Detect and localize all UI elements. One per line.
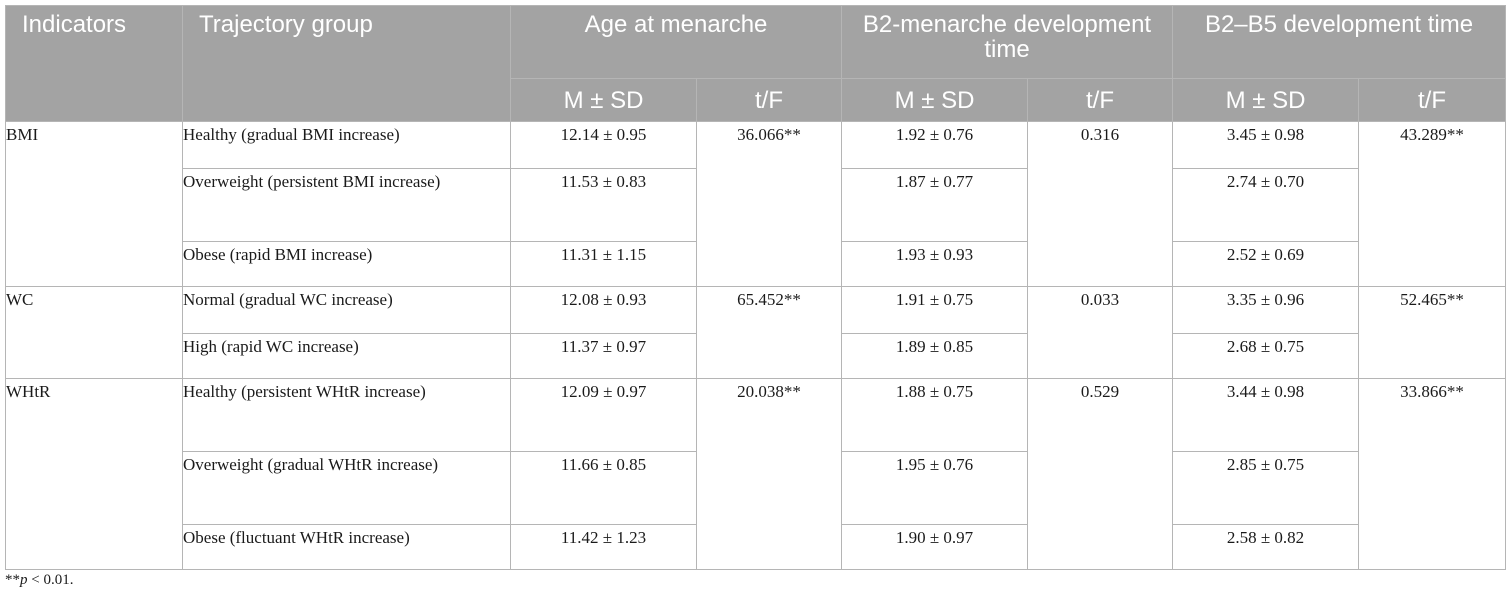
group-cell: Normal (gradual WC increase) [182,286,511,334]
tf-b2b5-value: 43.289** [1358,121,1507,287]
group-cell: High (rapid WC increase) [182,333,511,379]
group-cell: Overweight (gradual WHtR increase) [182,451,511,525]
tf-age-value: 65.452** [696,286,842,379]
table-row: Overweight (gradual WHtR increase) 11.66… [6,451,1506,525]
subheader-mean-sd: M ± SD [841,78,1028,122]
age-value: 11.37 ± 0.97 [510,333,697,379]
b2m-value: 1.92 ± 0.76 [841,121,1028,169]
tf-b2m-value: 0.529 [1026,378,1174,570]
b2m-value: 1.88 ± 0.75 [841,378,1028,452]
b2b5-value: 2.58 ± 0.82 [1172,524,1360,570]
tf-b2b5-value: 52.465** [1358,286,1507,379]
group-cell: Healthy (persistent WHtR increase) [182,378,511,452]
tf-b2m-value: 0.316 [1026,121,1174,287]
table-footnote: **p < 0.01. [5,572,73,589]
b2m-value: 1.87 ± 0.77 [841,168,1028,242]
age-value: 11.31 ± 1.15 [510,241,697,287]
header-indicators: Indicators [5,5,183,122]
b2m-value: 1.90 ± 0.97 [841,524,1028,570]
table-row: Obese (fluctuant WHtR increase) 11.42 ± … [6,524,1506,570]
b2b5-value: 3.35 ± 0.96 [1172,286,1360,334]
subheader-tf: t/F [1358,78,1507,122]
b2b5-value: 3.45 ± 0.98 [1172,121,1360,169]
header-b2-b5: B2–B5 development time [1172,5,1507,79]
b2m-value: 1.91 ± 0.75 [841,286,1028,334]
age-value: 11.66 ± 0.85 [510,451,697,525]
footnote-marker: ** [5,572,20,588]
header-age-at-menarche: Age at menarche [510,5,842,79]
b2b5-value: 2.74 ± 0.70 [1172,168,1360,242]
tf-age-value: 36.066** [696,121,842,287]
age-value: 12.14 ± 0.95 [510,121,697,169]
b2b5-value: 2.68 ± 0.75 [1172,333,1360,379]
b2m-value: 1.89 ± 0.85 [841,333,1028,379]
age-value: 12.09 ± 0.97 [510,378,697,452]
b2m-value: 1.93 ± 0.93 [841,241,1028,287]
subheader-mean-sd: M ± SD [510,78,697,122]
b2b5-value: 2.52 ± 0.69 [1172,241,1360,287]
table-row: WHtR Healthy (persistent WHtR increase) … [5,378,1507,570]
group-cell: Obese (fluctuant WHtR increase) [182,524,511,570]
indicator-cell: WC [5,286,183,379]
results-table: Indicators Trajectory group Age at menar… [5,5,1507,570]
subheader-mean-sd: M ± SD [1172,78,1360,122]
group-cell: Overweight (persistent BMI increase) [182,168,511,242]
group-cell: Obese (rapid BMI increase) [182,241,511,287]
footnote-text: < 0.01. [27,572,74,588]
header-trajectory-group: Trajectory group [182,5,511,122]
footnote-p: p [20,572,28,588]
group-cell: Healthy (gradual BMI increase) [182,121,511,169]
subheader-tf: t/F [696,78,842,122]
b2m-value: 1.95 ± 0.76 [841,451,1028,525]
indicator-cell: WHtR [5,378,183,570]
b2b5-value: 2.85 ± 0.75 [1172,451,1360,525]
table-row: High (rapid WC increase) 11.37 ± 0.97 1.… [6,333,1506,379]
subheader-tf: t/F [1026,78,1174,122]
table-row: BMI Healthy (gradual BMI increase) 12.14… [5,121,1507,287]
tf-b2b5-value: 33.866** [1358,378,1507,570]
tf-b2m-value: 0.033 [1026,286,1174,379]
age-value: 11.42 ± 1.23 [510,524,697,570]
table-row: Obese (rapid BMI increase) 11.31 ± 1.15 … [6,241,1506,287]
indicator-cell: BMI [5,121,183,287]
tf-age-value: 20.038** [696,378,842,570]
header-b2-menarche: B2-menarche development time [840,5,1174,79]
table-row: Overweight (persistent BMI increase) 11.… [6,168,1506,242]
table-row: WC Normal (gradual WC increase) 12.08 ± … [5,286,1507,379]
age-value: 11.53 ± 0.83 [510,168,697,242]
b2b5-value: 3.44 ± 0.98 [1172,378,1360,452]
age-value: 12.08 ± 0.93 [510,286,697,334]
